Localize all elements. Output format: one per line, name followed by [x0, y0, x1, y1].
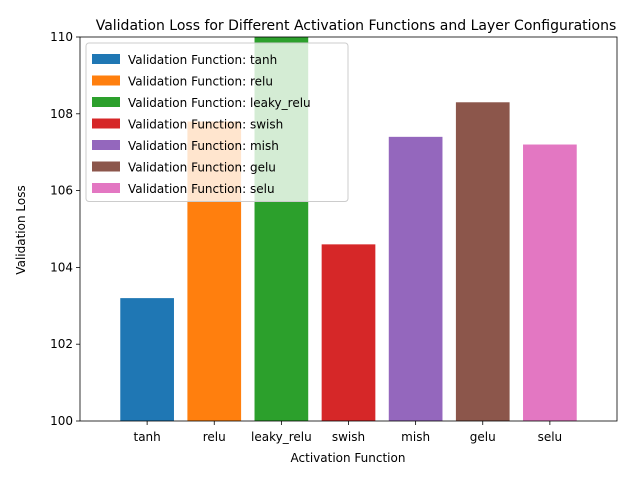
legend-label: Validation Function: mish [128, 139, 279, 153]
legend-label: Validation Function: tanh [128, 53, 277, 67]
y-tick-label: 110 [50, 30, 73, 44]
legend-label: Validation Function: gelu [128, 161, 276, 175]
y-tick-label: 106 [50, 184, 73, 198]
x-tick-label: gelu [470, 430, 496, 444]
legend-label: Validation Function: swish [128, 118, 283, 132]
legend-swatch [92, 54, 120, 64]
legend-swatch [92, 183, 120, 193]
bar-gelu [455, 102, 510, 421]
legend-swatch [92, 140, 120, 150]
legend-label: Validation Function: selu [128, 182, 275, 196]
x-tick-label: swish [332, 430, 365, 444]
y-tick-label: 100 [50, 414, 73, 428]
axes-group: 100 102 104 106 108 110 tanh relu leaky_relu swis… [50, 30, 618, 444]
x-tick-label: leaky_relu [251, 430, 312, 444]
bar-tanh [120, 298, 174, 421]
bar-selu [523, 144, 577, 421]
x-tick-label: mish [401, 430, 430, 444]
y-tick-label: 102 [50, 337, 73, 351]
y-tick-label: 104 [50, 260, 73, 274]
bar-mish [388, 136, 443, 421]
x-axis-label: Activation Function [291, 451, 406, 465]
x-tick-label: selu [538, 430, 563, 444]
legend-box [85, 42, 349, 202]
legend-label: Validation Function: leaky_relu [128, 96, 311, 110]
legend: Validation Function: tanh Validation Func… [85, 42, 349, 202]
chart-title: Validation Loss for Different Activation… [96, 18, 617, 34]
legend-swatch [92, 75, 120, 86]
bar-swish [321, 244, 376, 421]
x-tick-label: tanh [133, 430, 160, 444]
legend-swatch [92, 97, 120, 107]
legend-label: Validation Function: relu [128, 75, 273, 89]
x-tick-label: relu [203, 430, 226, 444]
y-tick-label: 108 [50, 107, 73, 121]
legend-swatch [92, 161, 120, 172]
legend-swatch [92, 118, 120, 129]
y-axis-label: Validation Loss [14, 185, 28, 274]
